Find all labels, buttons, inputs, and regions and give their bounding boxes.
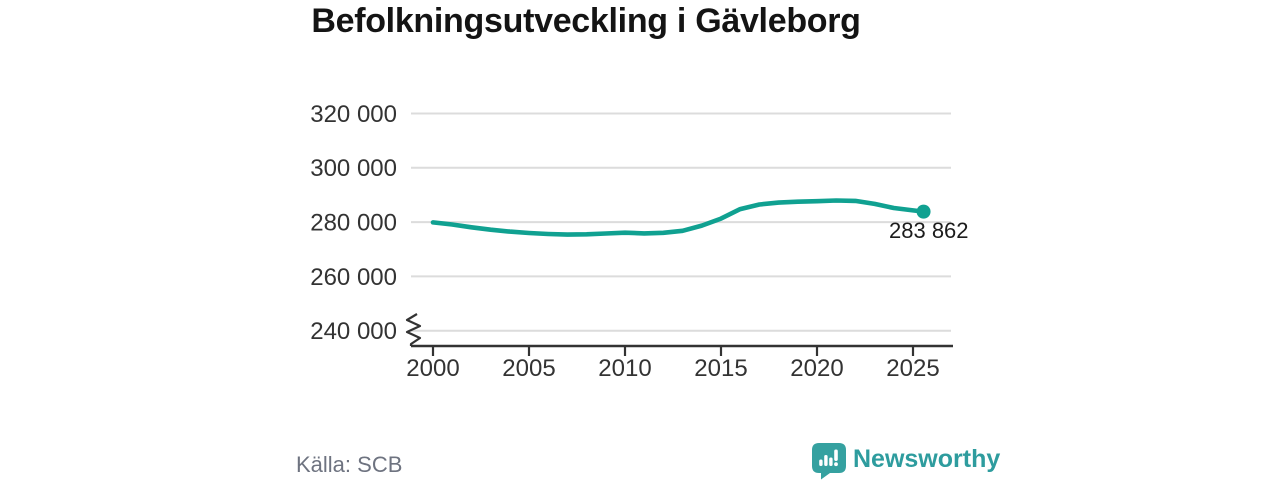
x-tick-label: 2000 xyxy=(406,355,459,382)
y-tick-label: 280 000 xyxy=(310,210,397,237)
x-tick-label: 2015 xyxy=(694,355,747,382)
x-tick-label: 2005 xyxy=(502,355,555,382)
y-tick-label: 240 000 xyxy=(310,318,397,345)
y-tick-label: 300 000 xyxy=(310,155,397,182)
latest-value-annotation: 283 862 xyxy=(889,218,969,243)
newsworthy-logo-icon xyxy=(812,443,846,480)
source-note: Källa: SCB xyxy=(296,452,403,477)
x-tick-label: 2010 xyxy=(598,355,651,382)
branding: Newsworthy xyxy=(812,442,1000,480)
y-tick-label: 320 000 xyxy=(310,101,397,128)
y-tick-label: 260 000 xyxy=(310,264,397,291)
brand-name: Newsworthy xyxy=(853,445,1001,473)
latest-value-dot xyxy=(916,204,931,219)
chart-title: Befolkningsutveckling i Gävleborg xyxy=(311,2,861,40)
axis-break-icon xyxy=(405,313,422,346)
x-tick-label: 2020 xyxy=(790,355,843,382)
population-line xyxy=(430,198,926,237)
x-tick-label: 2025 xyxy=(886,355,939,382)
